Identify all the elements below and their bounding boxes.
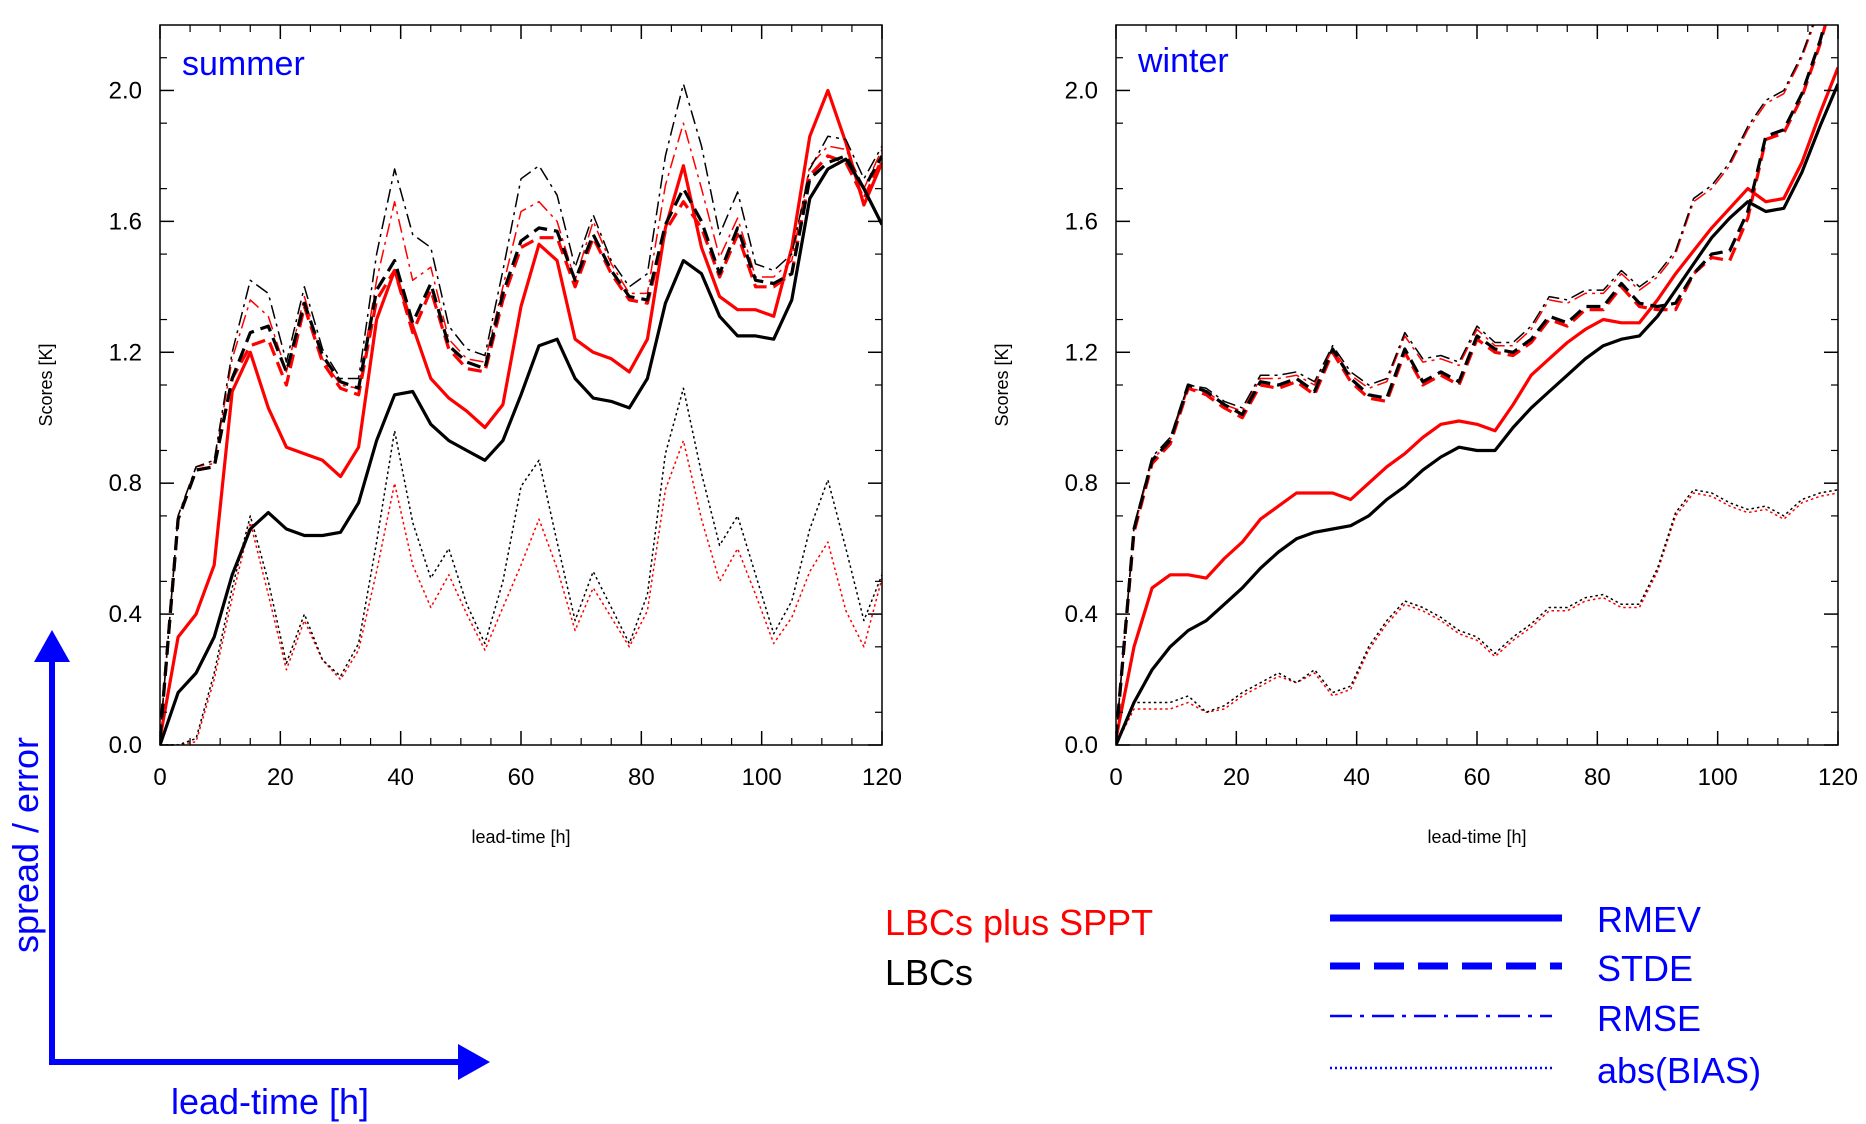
- winter-plot-frame: [1115, 24, 1839, 746]
- summer-series-stde-sppt: [160, 154, 882, 739]
- axes-arrows: spread / error lead-time [h]: [5, 630, 490, 1122]
- legend-style-rmev: RMEV: [1597, 899, 1701, 940]
- winter-series-layer: [1116, 25, 1838, 745]
- summer-x-tick-label: 60: [508, 764, 535, 791]
- winter-y-tick-label: 2.0: [1065, 77, 1098, 104]
- summer-y-tick-label: 0.4: [109, 601, 142, 628]
- winter-series-rmev-sppt: [1116, 66, 1838, 739]
- summer-x-tick-label: 100: [742, 764, 782, 791]
- winter-x-tick-label: 120: [1818, 764, 1858, 791]
- legend-style-rmse: RMSE: [1597, 998, 1701, 1039]
- summer-title: summer: [182, 45, 305, 83]
- horizontal-arrow-label: lead-time [h]: [171, 1081, 369, 1122]
- summer-x-tick-label: 40: [387, 764, 414, 791]
- winter-x-tick-label: 40: [1343, 764, 1370, 791]
- winter-y-tick-label: 1.6: [1065, 208, 1098, 235]
- winter-ylabel: Scores [K]: [992, 343, 1012, 426]
- winter-series-absbias-lbcs: [1116, 488, 1838, 745]
- winter-x-tick-label: 0: [1109, 764, 1122, 791]
- legend-style-stde: STDE: [1597, 948, 1693, 989]
- legend-experiment-sppt: LBCs plus SPPT: [885, 902, 1153, 943]
- summer-series-rmev-lbcs: [160, 157, 882, 745]
- summer-series-layer: [160, 83, 882, 745]
- summer-x-tick-label: 20: [267, 764, 294, 791]
- winter-series-rmse-lbcs: [1116, 25, 1814, 739]
- summer-panel: 0 20 40 60 80 100 120 0.0 0.4 0.8 1.2 1.6 2.0 summer…: [36, 24, 902, 847]
- summer-plot-frame: [159, 24, 883, 746]
- summer-y-tick-label: 0.8: [109, 470, 142, 497]
- winter-series-rmev-lbcs: [1116, 83, 1838, 745]
- summer-x-tick-label: 0: [153, 764, 166, 791]
- summer-x-tick-label: 120: [862, 764, 902, 791]
- summer-y-tick-label: 1.6: [109, 208, 142, 235]
- winter-xlabel: lead-time [h]: [1427, 827, 1526, 847]
- summer-y-tick-label: 2.0: [109, 77, 142, 104]
- vertical-arrow-head: [34, 630, 70, 662]
- winter-x-tick-label: 100: [1698, 764, 1738, 791]
- summer-series-absbias-sppt: [160, 439, 882, 745]
- winter-series-rmse-sppt: [1116, 25, 1815, 739]
- winter-y-tick-label: 0.4: [1065, 601, 1098, 628]
- horizontal-arrow-head: [458, 1044, 490, 1080]
- summer-x-tick-label: 80: [628, 764, 655, 791]
- summer-series-stde-lbcs: [160, 154, 882, 739]
- summer-series-rmse-sppt: [160, 122, 882, 739]
- summer-y-tick-label: 1.2: [109, 339, 142, 366]
- winter-x-tick-label: 60: [1464, 764, 1491, 791]
- summer-axes: 0 20 40 60 80 100 120 0.0 0.4 0.8 1.2 1.6 2.0: [109, 25, 902, 791]
- vertical-arrow-label: spread / error: [5, 737, 46, 953]
- summer-series-rmse-lbcs: [160, 83, 882, 739]
- summer-series-rmev-sppt: [160, 88, 882, 739]
- winter-axes: 0 20 40 60 80 100 120 0.0 0.4 0.8 1.2 1.6 2.0: [1065, 25, 1858, 791]
- legend: LBCs plus SPPT LBCs RMEV STDE RMSE abs(B…: [885, 899, 1761, 1091]
- legend-style-bias: abs(BIAS): [1597, 1050, 1761, 1091]
- summer-y-tick-label: 0.0: [109, 732, 142, 759]
- winter-series-absbias-sppt: [1116, 492, 1838, 745]
- summer-ylabel: Scores [K]: [36, 343, 56, 426]
- winter-x-tick-label: 20: [1223, 764, 1250, 791]
- winter-y-tick-label: 0.0: [1065, 732, 1098, 759]
- winter-panel: 0 20 40 60 80 100 120 0.0 0.4 0.8 1.2 1.6 2.0 winter…: [992, 24, 1858, 847]
- winter-series-stde-lbcs: [1116, 25, 1827, 739]
- winter-x-tick-label: 80: [1584, 764, 1611, 791]
- winter-title: winter: [1137, 42, 1229, 80]
- legend-experiment-lbcs: LBCs: [885, 952, 973, 993]
- winter-y-tick-label: 0.8: [1065, 470, 1098, 497]
- summer-series-absbias-lbcs: [160, 387, 882, 745]
- summer-xlabel: lead-time [h]: [471, 827, 570, 847]
- winter-series-stde-sppt: [1116, 25, 1827, 739]
- winter-y-tick-label: 1.2: [1065, 339, 1098, 366]
